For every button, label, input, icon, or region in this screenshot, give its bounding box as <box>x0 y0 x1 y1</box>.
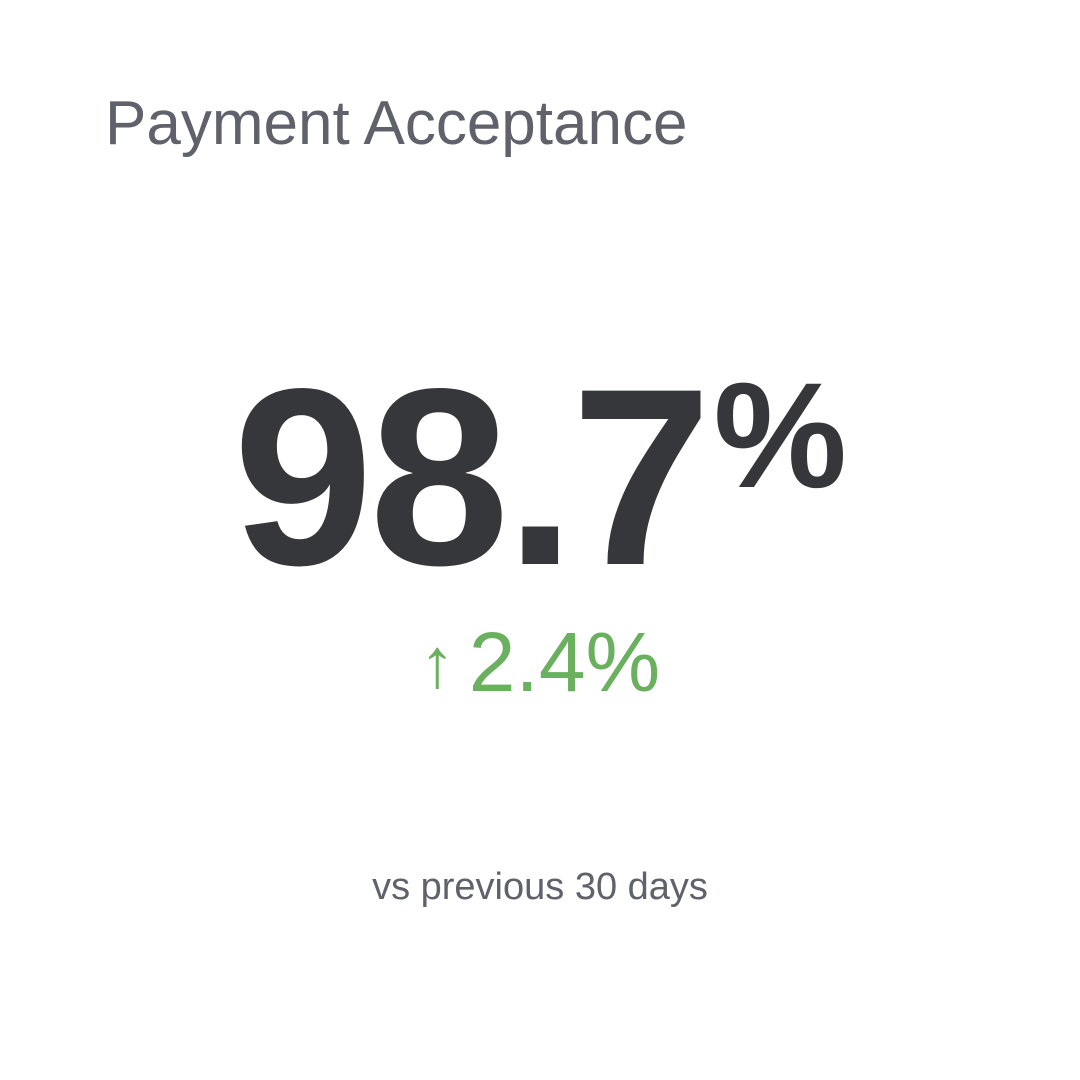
kpi-title: Payment Acceptance <box>105 89 688 158</box>
kpi-comparison-label: vs previous 30 days <box>372 866 708 908</box>
kpi-value-unit: % <box>713 351 847 519</box>
kpi-value: 98.7% <box>0 352 1080 604</box>
kpi-delta: ↑ 2.4% <box>0 620 1080 704</box>
kpi-value-number: 98.7 <box>233 337 711 618</box>
arrow-up-icon: ↑ <box>419 624 455 702</box>
kpi-delta-value: 2.4% <box>468 615 661 709</box>
